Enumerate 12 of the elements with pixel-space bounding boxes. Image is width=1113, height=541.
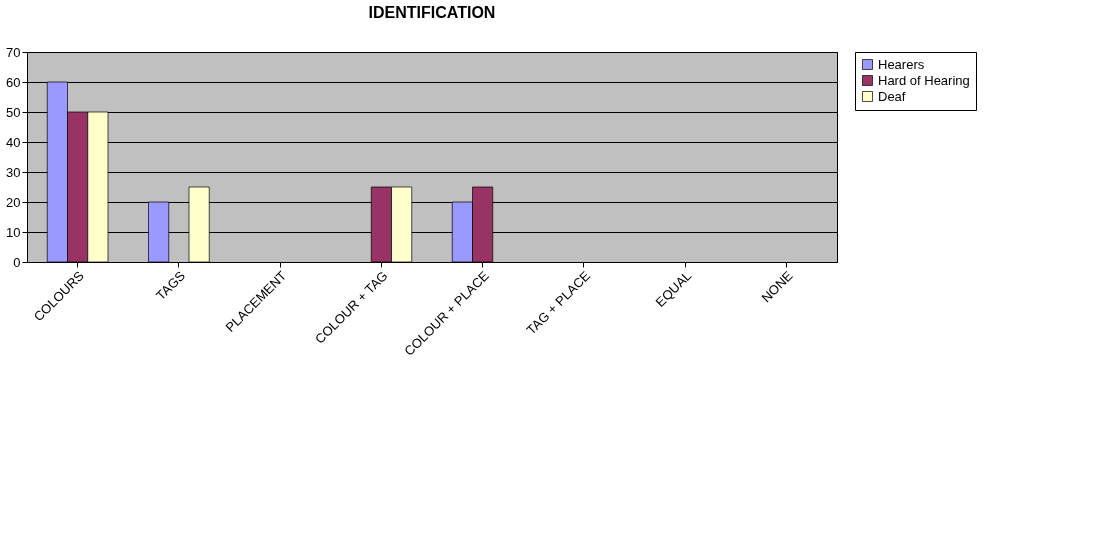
y-tick-label: 10 — [6, 224, 21, 240]
legend-label: Deaf — [878, 88, 906, 104]
chart-title: IDENTIFICATION — [368, 4, 496, 21]
y-tick-label: 0 — [13, 254, 21, 270]
y-tick-label: 40 — [6, 134, 21, 150]
y-tick-label: 30 — [6, 164, 21, 180]
legend-label: Hearers — [878, 56, 925, 72]
y-tick-label: 70 — [6, 44, 21, 60]
y-tick-label: 20 — [6, 194, 21, 210]
legend-label: Hard of Hearing — [878, 72, 970, 88]
y-tick-label: 50 — [6, 104, 21, 120]
y-tick-label: 60 — [6, 74, 21, 90]
